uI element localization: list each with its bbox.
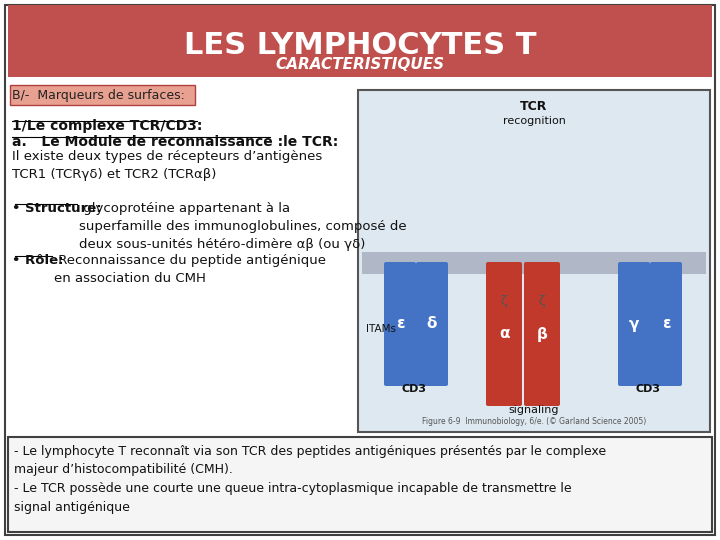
Text: a.   Le Module de reconnaissance :le TCR:: a. Le Module de reconnaissance :le TCR: — [12, 135, 338, 149]
Text: recognition: recognition — [503, 116, 565, 126]
FancyBboxPatch shape — [486, 262, 522, 406]
Text: LES LYMPHOCYTES T: LES LYMPHOCYTES T — [184, 31, 536, 60]
Text: signaling: signaling — [509, 405, 559, 415]
Text: ITAMs: ITAMs — [366, 324, 396, 334]
FancyBboxPatch shape — [524, 262, 560, 406]
Text: TCR: TCR — [521, 100, 548, 113]
Text: glycoprotéine appartenant à la
superfamille des immunoglobulines, composé de
deu: glycoprotéine appartenant à la superfami… — [79, 202, 407, 251]
Text: Figure 6-9  Immunobiology, 6/e. (© Garland Science 2005): Figure 6-9 Immunobiology, 6/e. (© Garlan… — [422, 417, 646, 426]
FancyBboxPatch shape — [362, 252, 706, 274]
FancyBboxPatch shape — [358, 90, 710, 432]
Text: - Le lymphocyte T reconnaît via son TCR des peptides antigéniques présentés par : - Le lymphocyte T reconnaît via son TCR … — [14, 445, 606, 514]
FancyBboxPatch shape — [618, 262, 650, 386]
Text: ζ: ζ — [539, 295, 545, 308]
Text: ε: ε — [396, 316, 404, 332]
Text: δ: δ — [427, 316, 437, 332]
Text: ε: ε — [662, 316, 670, 332]
Text: ζ: ζ — [500, 295, 508, 308]
Text: CARACTERISTIQUES: CARACTERISTIQUES — [276, 57, 444, 72]
Text: γ: γ — [629, 316, 639, 332]
FancyBboxPatch shape — [8, 5, 712, 77]
Text: CD3: CD3 — [402, 384, 426, 394]
Text: B/-  Marqueurs de surfaces:: B/- Marqueurs de surfaces: — [12, 89, 185, 102]
FancyBboxPatch shape — [5, 5, 715, 535]
FancyBboxPatch shape — [10, 85, 195, 105]
Text: 1/Le complexe TCR/CD3:: 1/Le complexe TCR/CD3: — [12, 119, 202, 133]
Text: • Structure:: • Structure: — [12, 202, 102, 215]
Text: • Rôle:: • Rôle: — [12, 254, 63, 267]
Text: CD3: CD3 — [636, 384, 660, 394]
FancyBboxPatch shape — [384, 262, 416, 386]
Text: Il existe deux types de récepteurs d’antigènes
TCR1 (TCRγδ) et TCR2 (TCRαβ): Il existe deux types de récepteurs d’ant… — [12, 150, 323, 181]
Text: β: β — [536, 327, 547, 341]
Text: Reconnaissance du peptide antigénique
en association du CMH: Reconnaissance du peptide antigénique en… — [54, 254, 326, 285]
FancyBboxPatch shape — [650, 262, 682, 386]
Text: α: α — [499, 327, 509, 341]
FancyBboxPatch shape — [416, 262, 448, 386]
FancyBboxPatch shape — [8, 437, 712, 532]
